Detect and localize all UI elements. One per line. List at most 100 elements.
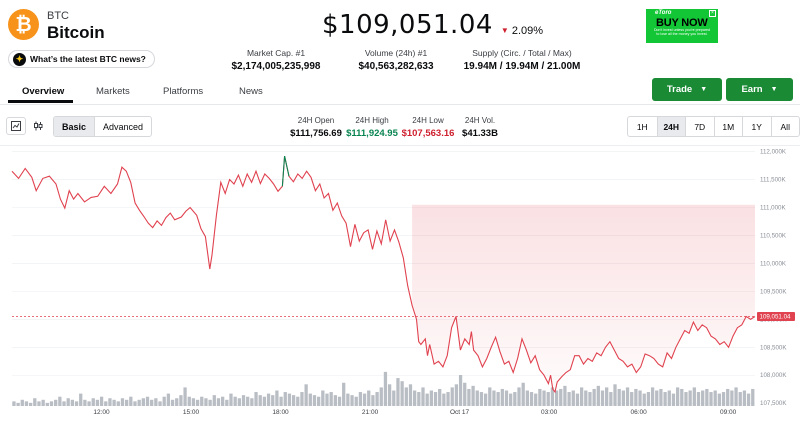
volume-bar — [45, 402, 49, 406]
stat-label: Volume (24h) #1 — [364, 48, 428, 58]
volume-bar — [175, 398, 179, 406]
volume-bar — [183, 387, 187, 406]
range-24h[interactable]: 24H — [656, 117, 685, 136]
etoro-ad-banner[interactable]: eToro × BUY NOW Don't invest unless you'… — [646, 9, 718, 43]
volume-bar — [229, 393, 233, 406]
volume-bar — [417, 392, 421, 406]
volume-bar — [479, 392, 484, 406]
volume-bar — [496, 392, 500, 406]
candlestick-toggle[interactable] — [28, 117, 48, 135]
volume-bar — [300, 392, 304, 406]
volume-bar — [337, 396, 342, 406]
volume-bar — [129, 396, 133, 406]
volume-bar — [529, 392, 534, 406]
ohlc-label: 24H Vol. — [464, 116, 496, 125]
volume-bar — [325, 393, 329, 406]
ad-close-icon[interactable]: × — [709, 10, 716, 17]
volume-bar — [413, 390, 417, 406]
news-prompt-button[interactable]: ✦ What’s the latest BTC news? — [8, 50, 155, 68]
volume-bar — [563, 385, 567, 406]
volume-bar — [500, 388, 504, 406]
x-tick-label: 15:00 — [183, 409, 200, 416]
volume-bar — [371, 395, 375, 406]
volume-bar — [625, 387, 630, 406]
tab-news[interactable]: News — [239, 86, 263, 97]
price-area-fill — [412, 204, 755, 392]
volume-bar — [709, 392, 713, 406]
volume-bar — [170, 399, 175, 406]
range-1h[interactable]: 1H — [636, 121, 648, 132]
volume-bar — [509, 393, 513, 406]
y-tick-label: 109,500K — [760, 288, 787, 295]
price-peak-segment — [281, 155, 290, 187]
volume-bar — [463, 382, 467, 406]
coin-ticker: BTC — [47, 10, 69, 22]
ohlc-label: 24H Open — [297, 116, 335, 125]
chevron-down-icon: ▼ — [700, 86, 708, 93]
volume-bar — [684, 392, 688, 406]
volume-bar — [62, 401, 66, 406]
stat-volume: Volume (24h) #1 $40,563,282,633 — [346, 48, 446, 72]
y-tick-label: 111,500K — [760, 177, 786, 184]
tab-overview[interactable]: Overview — [22, 86, 65, 97]
volume-bar — [275, 390, 279, 406]
y-tick-label: 108,000K — [760, 372, 787, 379]
ohlc-label: 24H High — [355, 116, 389, 125]
chevron-down-icon: ▼ — [770, 86, 778, 93]
volume-bar — [258, 395, 262, 406]
y-tick-label: 111,000K — [760, 205, 786, 212]
volume-bar — [596, 385, 600, 406]
price-chart[interactable]: 107,500K108,000K108,500K109,000K109,500K… — [0, 146, 800, 422]
volume-bar — [521, 382, 525, 406]
range-all[interactable]: All — [770, 117, 800, 136]
volume-bar — [329, 392, 333, 406]
volume-bar — [680, 388, 684, 406]
time-range-selector: 1H 24H 7D 1M 1Y All — [627, 116, 800, 137]
volume-bar — [125, 399, 129, 406]
volume-bar — [133, 401, 137, 406]
ad-cta: BUY NOW — [656, 17, 708, 29]
mode-basic[interactable]: Basic — [54, 117, 95, 136]
volume-bar — [538, 388, 542, 406]
line-chart-toggle[interactable] — [6, 117, 26, 135]
earn-label: Earn — [741, 84, 763, 95]
volume-bar — [87, 401, 91, 406]
volume-bar — [20, 399, 24, 406]
volume-bar — [513, 392, 517, 406]
trade-button[interactable]: Trade ▼ — [652, 78, 722, 101]
volume-bar — [350, 395, 354, 406]
volume-bar — [646, 392, 651, 406]
volume-bar — [120, 398, 125, 406]
range-1y[interactable]: 1Y — [742, 117, 771, 136]
volume-bar — [701, 390, 705, 406]
volume-bar — [66, 398, 70, 406]
range-7d[interactable]: 7D — [685, 117, 714, 136]
volume-bar — [12, 401, 16, 406]
volume-bar — [721, 392, 726, 406]
earn-button[interactable]: Earn ▼ — [726, 78, 793, 101]
volume-bar — [179, 395, 183, 406]
volume-bar — [475, 390, 479, 406]
ohlc-value: $107,563.16 — [401, 128, 455, 139]
volume-bar — [158, 401, 162, 406]
volume-bar — [675, 387, 680, 406]
volume-bar — [559, 388, 563, 406]
mode-advanced[interactable]: Advanced — [94, 117, 151, 136]
volume-bar — [688, 390, 692, 406]
volume-bar — [137, 399, 141, 406]
volume-bar — [567, 392, 571, 406]
volume-bar — [116, 401, 120, 406]
volume-bar — [692, 387, 696, 406]
volume-bar — [354, 396, 358, 406]
volume-bar — [304, 384, 308, 406]
range-1m[interactable]: 1M — [713, 117, 743, 136]
volume-bar — [204, 398, 208, 406]
x-tick-label: 12:00 — [93, 409, 110, 416]
volume-bar — [446, 392, 450, 406]
volume-bar — [246, 396, 250, 406]
volume-bar — [634, 388, 638, 406]
tab-markets[interactable]: Markets — [96, 86, 130, 97]
tab-platforms[interactable]: Platforms — [163, 86, 204, 97]
volume-bar — [433, 392, 438, 406]
volume-bar — [187, 396, 191, 406]
